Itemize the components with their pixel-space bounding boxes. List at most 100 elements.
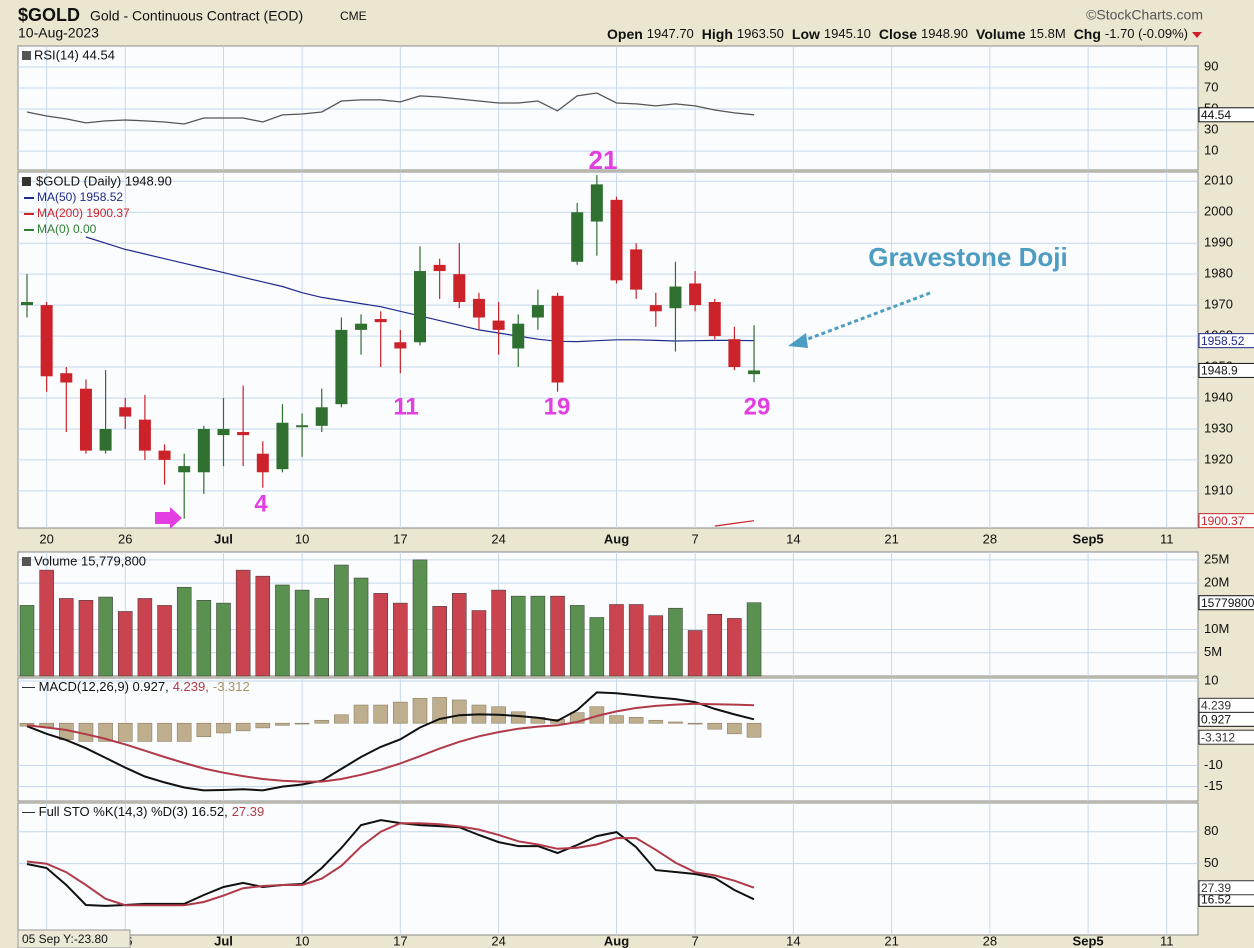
line bbox=[714, 520, 755, 527]
x-tick-label: 24 bbox=[491, 531, 505, 546]
histogram-bar bbox=[746, 722, 762, 738]
legend-entry: MACD(12,26,9) 0.927, bbox=[39, 679, 169, 694]
y-tick-label: 10 bbox=[1204, 143, 1218, 158]
candle-body bbox=[551, 295, 564, 383]
end-label: 1900.37 bbox=[1201, 514, 1245, 528]
y-tick-label: 80 bbox=[1204, 823, 1218, 838]
y-tick-label: 1940 bbox=[1204, 389, 1233, 404]
x-tick-label: 10 bbox=[295, 933, 309, 948]
histogram-bar bbox=[451, 699, 467, 724]
candle-body bbox=[531, 305, 544, 318]
x-tick-label: Sep5 bbox=[1073, 531, 1104, 546]
quote-value: 1963.50 bbox=[737, 26, 784, 41]
y-tick-label: 1970 bbox=[1204, 297, 1233, 312]
end-label-box bbox=[1198, 513, 1254, 529]
volume-bar bbox=[314, 598, 329, 677]
quote-key: High bbox=[702, 26, 733, 42]
volume-bar bbox=[59, 598, 74, 677]
legend-entry: 27.39 bbox=[232, 804, 265, 819]
annotation: 19 bbox=[544, 393, 571, 420]
x-tick-label: 17 bbox=[393, 531, 407, 546]
candle-body bbox=[21, 302, 33, 306]
volume-bar bbox=[393, 602, 408, 677]
legend-entry: Full STO %K(14,3) %D(3) 16.52, bbox=[39, 804, 228, 819]
histogram-bar bbox=[98, 722, 113, 742]
y-tick-label: 1990 bbox=[1204, 235, 1233, 250]
volume-bar bbox=[452, 593, 467, 677]
x-tick-label: 11 bbox=[1160, 933, 1174, 948]
volume-bar bbox=[255, 575, 271, 677]
x-tick-label: 28 bbox=[983, 531, 997, 546]
candle-body bbox=[40, 305, 53, 377]
quote: Open 1947.70 High 1963.50 Low 1945.10 Close 194… bbox=[607, 26, 1188, 42]
histogram-bar bbox=[176, 722, 192, 742]
x-tick-label: 20 bbox=[39, 531, 53, 546]
y-tick-label: 30 bbox=[1204, 122, 1218, 137]
candle-body bbox=[689, 283, 702, 306]
panel bbox=[17, 551, 1199, 677]
histogram-bar bbox=[668, 721, 683, 724]
volume-bar bbox=[137, 598, 153, 677]
candle-body bbox=[197, 428, 210, 473]
volume-bar bbox=[491, 589, 506, 677]
histogram-bar bbox=[157, 722, 172, 742]
histogram-bar bbox=[216, 722, 231, 734]
y-tick-label: 1980 bbox=[1204, 266, 1233, 281]
volume-bar bbox=[589, 617, 605, 677]
y-tick-label: 50 bbox=[1204, 855, 1218, 870]
volume-bar bbox=[334, 564, 349, 677]
volume-bar bbox=[628, 604, 644, 677]
candle-body bbox=[414, 271, 426, 343]
legend-entry: -3.312 bbox=[213, 679, 250, 694]
legend: — MACD(12,26,9) 0.927, 4.239, -3.312 bbox=[22, 679, 250, 694]
candle-body bbox=[708, 302, 721, 337]
annotation: Gravestone Doji bbox=[868, 242, 1067, 272]
quote-key: Close bbox=[879, 26, 917, 42]
candle-body bbox=[256, 453, 269, 473]
end-label: -3.312 bbox=[1201, 730, 1235, 744]
volume-bar bbox=[196, 600, 212, 677]
panel-icon bbox=[22, 177, 31, 186]
candle-body bbox=[79, 388, 92, 451]
exchange: CME bbox=[340, 9, 367, 23]
x-tick-label: Aug bbox=[604, 933, 629, 948]
quote-key: Chg bbox=[1074, 26, 1101, 42]
panel bbox=[17, 802, 1199, 936]
histogram-bar bbox=[569, 712, 585, 724]
y-tick-label: 70 bbox=[1204, 79, 1218, 94]
y-tick-label: 90 bbox=[1204, 58, 1218, 73]
y-tick-label: 2000 bbox=[1204, 204, 1233, 219]
panel-title: RSI(14) 44.54 bbox=[34, 47, 115, 62]
annotation: 11 bbox=[393, 393, 418, 420]
volume-bar bbox=[707, 613, 722, 677]
y-tick-label: 25M bbox=[1204, 551, 1229, 566]
y-tick-label: 1930 bbox=[1204, 420, 1233, 435]
legend-marker: — bbox=[22, 679, 39, 694]
candle-body bbox=[630, 249, 643, 290]
histogram-bar bbox=[648, 719, 664, 724]
x-tick-label: 24 bbox=[491, 933, 505, 948]
y-tick-label: 1920 bbox=[1204, 451, 1233, 466]
histogram-bar bbox=[609, 715, 624, 724]
volume-bar bbox=[668, 607, 683, 677]
candle-body bbox=[649, 305, 662, 312]
quote-key: Low bbox=[792, 26, 820, 42]
volume-bar bbox=[412, 559, 428, 677]
end-label-box bbox=[1198, 595, 1254, 611]
y-tick-label: 1910 bbox=[1204, 482, 1233, 497]
end-label-box bbox=[1198, 107, 1254, 123]
legend-entry: 4.239, bbox=[173, 679, 209, 694]
x-tick-label: 28 bbox=[983, 933, 997, 948]
end-label: 16.52 bbox=[1201, 892, 1231, 906]
volume-bar bbox=[511, 595, 526, 677]
volume-bar bbox=[118, 611, 133, 677]
volume-bar bbox=[432, 606, 447, 677]
line bbox=[26, 92, 755, 125]
histogram-bar bbox=[412, 697, 428, 724]
histogram-bar bbox=[294, 722, 310, 725]
volume-bar bbox=[648, 615, 664, 677]
histogram-bar bbox=[334, 714, 349, 724]
x-tick-label: 26 bbox=[118, 531, 132, 546]
volume-bar bbox=[609, 604, 624, 677]
